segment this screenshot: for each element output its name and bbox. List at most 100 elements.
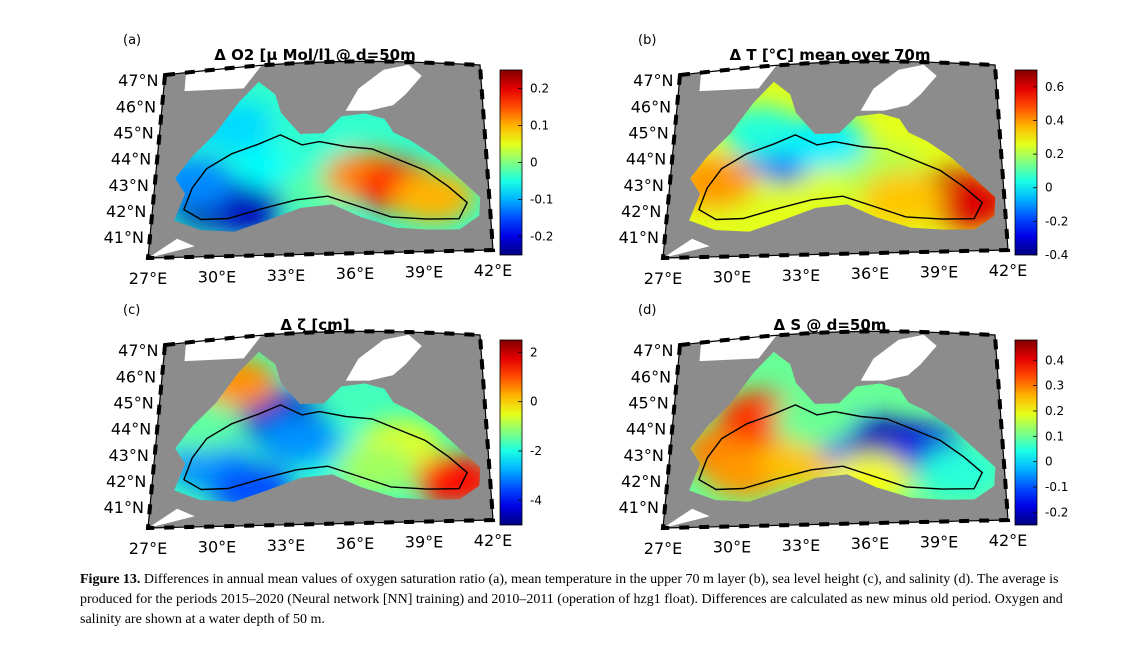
colorbar-tick-label: 0.2 (1045, 147, 1064, 161)
colorbar-tick-label: -2 (530, 444, 542, 458)
colorbar-tick-label: -0.2 (530, 230, 553, 244)
land-patch (184, 335, 262, 362)
lat-tick-label: 44°N (111, 420, 151, 439)
colorbar-tick-label: 0.2 (530, 82, 549, 96)
lat-tick-label: 47°N (633, 71, 673, 90)
colorbar (1014, 69, 1038, 256)
colorbar-tick-label: -4 (530, 493, 542, 507)
colorbar-tick-label: 0.6 (1045, 80, 1064, 94)
map-panel-d: (d) Δ S @ d=50m 47°N 46°N 45°N 44°N 43°N 42°N 41… (619, 303, 1069, 558)
land-patch (148, 508, 195, 528)
land-patch (663, 238, 710, 258)
colorbar-tick-label: -0.2 (1045, 214, 1068, 228)
lon-tick-label: 42°E (474, 531, 512, 550)
field-blob (174, 156, 235, 209)
sea-field (689, 351, 996, 502)
lat-tick-label: 42°N (621, 202, 661, 221)
colorbar-tick-label: 0.4 (1045, 353, 1064, 367)
azov-sea (860, 64, 937, 111)
lon-tick-label: 39°E (405, 533, 443, 552)
panel-letter: (c) (123, 303, 140, 318)
colorbar-tick-label: -0.1 (1045, 480, 1068, 494)
panel-letter: (b) (638, 33, 656, 48)
lat-tick-label: 46°N (116, 97, 156, 116)
depth-contour (183, 134, 469, 221)
depth-contour (698, 134, 984, 221)
lat-tick-label: 46°N (116, 367, 156, 386)
panel-b: (b) Δ T [°C] mean over 70m 47°N 46°N 45°N 44°… (560, 30, 1130, 320)
lat-tick-label: 47°N (633, 341, 673, 360)
lon-tick-label: 30°E (713, 267, 751, 286)
lat-tick-label: 43°N (108, 176, 148, 195)
lon-tick-label: 39°E (405, 263, 443, 282)
panel-title: Δ ζ [cm] (280, 316, 349, 334)
map-panel-c: (c) Δ ζ [cm] 47°N 46°N 45°N 44°N 43°N 42°N 41°N 2… (104, 303, 542, 558)
lat-tick-label: 43°N (623, 446, 663, 465)
lat-tick-label: 41°N (104, 498, 144, 517)
land-patch (184, 65, 262, 92)
land-patch (663, 508, 710, 528)
lon-tick-label: 39°E (920, 533, 958, 552)
field-blob (783, 115, 868, 168)
lat-tick-label: 45°N (628, 124, 668, 143)
field-blob (772, 394, 857, 447)
lat-tick-label: 45°N (628, 394, 668, 413)
colorbar-tick-label: 0.2 (1045, 404, 1064, 418)
field-blob (861, 171, 946, 224)
sea-field (174, 81, 481, 232)
lat-tick-label: 44°N (111, 150, 151, 169)
lat-tick-label: 42°N (621, 472, 661, 491)
panel-d: (d) Δ S @ d=50m 47°N 46°N 45°N 44°N 43°N 42°N 41… (560, 300, 1130, 590)
map-panel-b: (b)Δ T [°C] mean over 70m47°N46°N45°N44°… (619, 33, 1069, 288)
lon-tick-label: 33°E (267, 266, 305, 285)
panel-title: Δ S @ d=50m (774, 316, 887, 334)
lat-tick-label: 43°N (623, 176, 663, 195)
map-frame-dashes (660, 329, 1011, 531)
lat-tick-label: 41°N (104, 228, 144, 247)
colorbar-tick-label: 0 (1045, 181, 1053, 195)
lon-tick-label: 27°E (129, 269, 167, 288)
colorbar-tick-label: 0.4 (1045, 113, 1064, 127)
land-patch (699, 335, 777, 362)
lon-tick-label: 27°E (129, 539, 167, 558)
depth-contour (183, 404, 469, 491)
lat-tick-label: 43°N (108, 446, 148, 465)
map-frame-dashes (660, 59, 1011, 261)
field-blob (917, 446, 996, 499)
panel-letter: (a) (123, 33, 141, 48)
lon-tick-label: 33°E (267, 536, 305, 555)
lat-tick-label: 47°N (118, 71, 158, 90)
field-blob (335, 442, 420, 495)
figure-caption-label: Figure 13. (80, 572, 141, 587)
colorbar-tick-label: -0.1 (530, 193, 553, 207)
azov-sea (860, 334, 937, 381)
lat-tick-label: 46°N (631, 97, 671, 116)
colorbar-tick-label: -0.2 (1045, 505, 1068, 519)
map-frame-dashes (145, 329, 496, 531)
azov-sea (345, 64, 422, 111)
lon-tick-label: 27°E (644, 539, 682, 558)
lon-tick-label: 42°E (474, 261, 512, 280)
lat-tick-label: 45°N (113, 124, 153, 143)
colorbar-tick-label: -0.4 (1045, 248, 1068, 262)
panel-c: (c) Δ ζ [cm] 47°N 46°N 45°N 44°N 43°N 42°N 41°N 2… (45, 300, 615, 590)
sea-field (689, 81, 996, 232)
lat-tick-label: 42°N (106, 202, 146, 221)
map-frame-dashes (145, 59, 496, 261)
lon-tick-label: 36°E (336, 264, 374, 283)
figure-caption-text: Differences in annual mean values of oxy… (80, 572, 1063, 627)
lon-tick-label: 33°E (782, 266, 820, 285)
lat-tick-label: 47°N (118, 341, 158, 360)
field-blob (257, 413, 342, 466)
lon-tick-label: 36°E (851, 534, 889, 553)
lat-tick-label: 45°N (113, 394, 153, 413)
lon-tick-label: 42°E (989, 531, 1027, 550)
figure-caption: Figure 13. Differences in annual mean va… (80, 570, 1080, 630)
land-patch (148, 238, 195, 258)
lat-tick-label: 44°N (626, 150, 666, 169)
colorbar-tick-label: 2 (530, 345, 538, 359)
lat-tick-label: 41°N (619, 498, 659, 517)
azov-sea (345, 334, 422, 381)
colorbar-tick-label: 0.1 (1045, 429, 1064, 443)
colorbar-tick-label: 0 (530, 156, 538, 170)
